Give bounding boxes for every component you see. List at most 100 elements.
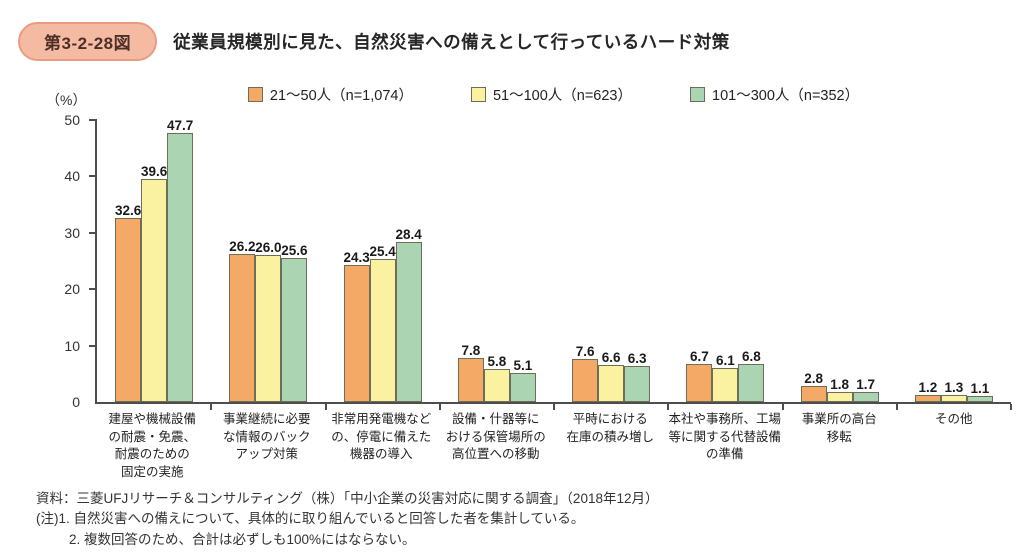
bar: 26.0 bbox=[255, 240, 282, 402]
bar-value-label: 26.2 bbox=[229, 239, 256, 255]
bar-group: 1.2 1.3 1.1 bbox=[897, 120, 1011, 402]
legend-label: 21～50人（n=1,074） bbox=[269, 88, 413, 104]
bar-value-label: 6.8 bbox=[741, 348, 761, 364]
bar-value-label: 5.1 bbox=[513, 358, 533, 374]
x-tick-mark bbox=[210, 404, 213, 410]
bar-value-label: 1.3 bbox=[944, 379, 964, 395]
bar-value-label: 25.4 bbox=[369, 243, 396, 259]
x-tick-mark bbox=[895, 404, 898, 410]
figure-title: 従業員規模別に見た、自然災害への備えとして行っているハード対策 bbox=[173, 32, 730, 52]
bar: 7.6 bbox=[572, 344, 599, 402]
y-tick-label: 50 bbox=[64, 112, 80, 128]
bar-group: 7.8 5.8 5.1 bbox=[440, 120, 554, 402]
bar: 5.8 bbox=[483, 354, 510, 402]
bar: 5.1 bbox=[509, 358, 536, 402]
x-tick-mark bbox=[324, 404, 327, 410]
bar: 47.7 bbox=[167, 118, 193, 402]
category-label: その他 bbox=[934, 412, 973, 426]
y-tick-label: 0 bbox=[72, 394, 80, 410]
bar-value-label: 6.3 bbox=[627, 351, 647, 367]
bar-value-label: 39.6 bbox=[140, 163, 168, 179]
legend-swatch bbox=[690, 87, 705, 102]
bar-value-label: 32.6 bbox=[114, 203, 142, 219]
chart-legend: 21～50人（n=1,074） 51～100人（n=623） 101～300人（n=… bbox=[95, 84, 1012, 105]
bar: 25.4 bbox=[369, 244, 396, 402]
y-tick-label: 10 bbox=[64, 337, 80, 354]
bar: 1.8 bbox=[826, 377, 853, 402]
source-note: 資料：三菱UFJリサーチ＆コンサルティング（株）「中小企業の災害対応に関する調査… bbox=[36, 491, 659, 506]
x-tick-mark bbox=[553, 404, 555, 410]
bar-value-label: 6.6 bbox=[601, 349, 621, 365]
category-label: 非常用発電機など の、停電に備えた 機器の導入 bbox=[331, 412, 432, 461]
figure-footnotes: 資料：三菱UFJリサーチ＆コンサルティング（株）「中小企業の災害対応に関する調査… bbox=[36, 489, 658, 550]
y-axis-unit-label: （%） bbox=[46, 92, 87, 108]
legend-swatch bbox=[470, 87, 486, 102]
bar-chart-plot-area: 0 10 20 30 40 50 32.6 39.6 47.7 26.2 26.0 25.6 24.3 2… bbox=[64, 112, 1012, 410]
legend-item: 21～50人（n=1,074） bbox=[247, 84, 413, 105]
legend-swatch bbox=[247, 87, 263, 102]
category-label: 本社や事務所、工場 等に関する代替設備 の準備 bbox=[668, 412, 781, 461]
bar-value-label: 26.0 bbox=[255, 240, 282, 256]
bar-value-label: 1.7 bbox=[856, 377, 876, 393]
y-tick-mark bbox=[89, 344, 97, 347]
x-tick-mark bbox=[667, 404, 670, 410]
y-tick-mark bbox=[89, 175, 97, 178]
bar: 6.3 bbox=[624, 351, 651, 402]
legend-label: 101～300人（n=352） bbox=[712, 88, 860, 104]
bar: 26.2 bbox=[229, 239, 256, 402]
legend-item: 101～300人（n=352） bbox=[690, 84, 859, 105]
bar: 2.8 bbox=[800, 371, 827, 402]
x-tick-mark bbox=[781, 404, 784, 410]
bar: 25.6 bbox=[281, 243, 308, 402]
bar: 6.6 bbox=[598, 350, 625, 402]
bar: 6.7 bbox=[686, 349, 713, 402]
figure-number-badge: 第3-2-28図 bbox=[18, 22, 158, 61]
bar: 32.6 bbox=[115, 203, 141, 402]
bar-value-label: 2.8 bbox=[804, 371, 824, 387]
y-tick-label: 20 bbox=[64, 281, 80, 298]
bar: 1.2 bbox=[914, 380, 941, 402]
x-axis-category-labels: 建屋や機械設備 の耐震・免震、 耐震のための 固定の実施 事業継続に必要 な情報の… bbox=[95, 411, 1011, 481]
bar: 7.8 bbox=[457, 343, 484, 402]
x-tick-mark bbox=[438, 404, 441, 410]
y-tick-label: 30 bbox=[64, 224, 80, 241]
bar-group: 7.6 6.6 6.3 bbox=[554, 120, 668, 402]
bar-value-label: 1.8 bbox=[830, 376, 850, 392]
bar: 1.7 bbox=[852, 377, 879, 402]
bar: 6.1 bbox=[712, 353, 739, 402]
bar-group: 26.2 26.0 25.6 bbox=[211, 120, 325, 402]
bar-value-label: 6.1 bbox=[715, 352, 735, 368]
y-tick-mark bbox=[89, 288, 97, 291]
legend-item: 51～100人（n=623） bbox=[470, 84, 632, 105]
bar-value-label: 7.6 bbox=[575, 344, 595, 360]
y-tick-mark bbox=[89, 119, 97, 121]
bar-value-label: 7.8 bbox=[461, 343, 481, 359]
figure-header: 第3-2-28図 従業員規模別に見た、自然災害への備えとして行っているハード対策 bbox=[18, 22, 730, 61]
category-label: 事業所の高台 移転 bbox=[801, 412, 877, 444]
bar-group: 2.8 1.8 1.7 bbox=[783, 120, 897, 402]
bar: 39.6 bbox=[141, 164, 167, 402]
bar: 1.1 bbox=[966, 381, 993, 402]
bar-value-label: 24.3 bbox=[343, 249, 370, 265]
bar-group: 6.7 6.1 6.8 bbox=[668, 120, 782, 402]
bar: 28.4 bbox=[395, 227, 422, 402]
legend-label: 51～100人（n=623） bbox=[492, 88, 632, 104]
bar-value-label: 6.7 bbox=[689, 349, 709, 365]
bar: 24.3 bbox=[343, 250, 370, 402]
bar-group: 32.6 39.6 47.7 bbox=[97, 118, 211, 402]
category-label: 設備・什器等に おける保管場所の 高位置への移動 bbox=[445, 412, 546, 461]
x-tick-mark bbox=[1010, 404, 1012, 410]
note-1: (注)1. 自然災害への備えについて、具体的に取り組んでいると回答した者を集計し… bbox=[36, 511, 585, 527]
category-label: 建屋や機械設備 の耐震・免震、 耐震のための 固定の実施 bbox=[108, 412, 196, 479]
note-2: 2. 複数回答のため、合計は必ずしも100%にはならない。 bbox=[69, 531, 416, 547]
bar-group: 24.3 25.4 28.4 bbox=[326, 120, 440, 402]
category-label: 事業継続に必要 な情報のバック アップ対策 bbox=[222, 412, 311, 461]
bar-value-label: 28.4 bbox=[395, 226, 422, 242]
bar-value-label: 5.8 bbox=[487, 354, 507, 370]
bar: 1.3 bbox=[940, 380, 967, 402]
bar-value-label: 25.6 bbox=[281, 242, 308, 258]
bar-value-label: 1.2 bbox=[918, 380, 938, 396]
bar-value-label: 1.1 bbox=[970, 380, 990, 396]
y-tick-label: 40 bbox=[64, 168, 80, 185]
